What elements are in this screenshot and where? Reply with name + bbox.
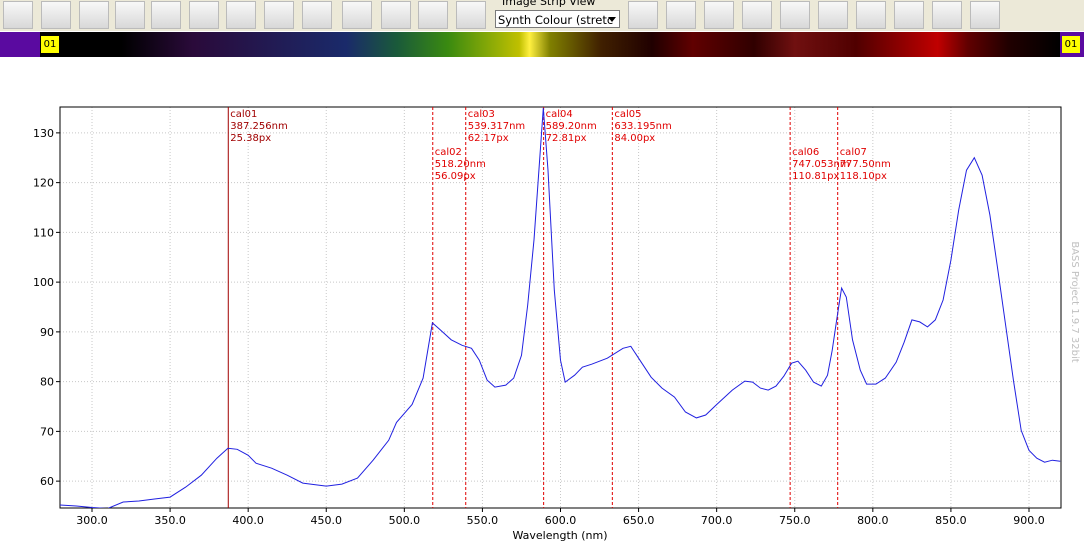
calibration-label: 747.053nm bbox=[792, 159, 849, 170]
colour-dropdown[interactable]: Synth Colour (stretc bbox=[495, 10, 620, 28]
calibration-label: 539.317nm bbox=[468, 121, 525, 132]
x-tick-label: 600.0 bbox=[545, 514, 577, 527]
tool-button[interactable] bbox=[818, 1, 848, 29]
tool-button[interactable] bbox=[932, 1, 962, 29]
x-tick-label: 350.0 bbox=[154, 514, 186, 527]
calibration-label: cal01 bbox=[230, 109, 257, 120]
strip-label: Image Strip View bbox=[502, 0, 596, 8]
x-axis-label: Wavelength (nm) bbox=[512, 529, 607, 542]
calibration-label: 72.81px bbox=[546, 133, 587, 144]
tool-button[interactable] bbox=[302, 1, 332, 29]
calibration-label: 589.20nm bbox=[546, 121, 597, 132]
y-tick-label: 100 bbox=[33, 276, 54, 289]
tool-button[interactable] bbox=[418, 1, 448, 29]
tool-button[interactable] bbox=[264, 1, 294, 29]
watermark: BASS Project 1.9.7 32bit bbox=[1069, 241, 1080, 362]
calibration-label: 56.09px bbox=[435, 171, 476, 182]
tool-button[interactable] bbox=[342, 1, 372, 29]
spectrum-line bbox=[60, 107, 1061, 508]
calibration-label: 633.195nm bbox=[614, 121, 671, 132]
calibration-label: cal06 bbox=[792, 147, 819, 158]
tool-button[interactable] bbox=[189, 1, 219, 29]
tool-button[interactable] bbox=[742, 1, 772, 29]
tool-button[interactable] bbox=[151, 1, 181, 29]
calibration-label: 62.17px bbox=[468, 133, 509, 144]
x-tick-label: 450.0 bbox=[311, 514, 343, 527]
calibration-label: 387.256nm bbox=[230, 121, 287, 132]
calibration-label: 25.38px bbox=[230, 133, 271, 144]
calibration-label: cal03 bbox=[468, 109, 495, 120]
tool-button[interactable] bbox=[115, 1, 145, 29]
x-tick-label: 750.0 bbox=[779, 514, 811, 527]
calibration-label: cal04 bbox=[546, 109, 573, 120]
spectrum-strip bbox=[40, 32, 1060, 57]
tool-button[interactable] bbox=[856, 1, 886, 29]
calibration-label: cal02 bbox=[435, 147, 462, 158]
calibration-label: cal07 bbox=[840, 147, 867, 158]
tool-button[interactable] bbox=[456, 1, 486, 29]
image-strip: 01 01 bbox=[0, 32, 1084, 57]
tool-button[interactable] bbox=[628, 1, 658, 29]
y-tick-label: 90 bbox=[40, 326, 54, 339]
calibration-label: 110.81px bbox=[792, 171, 839, 182]
tool-button[interactable] bbox=[226, 1, 256, 29]
x-tick-label: 500.0 bbox=[389, 514, 421, 527]
tool-button[interactable] bbox=[381, 1, 411, 29]
x-tick-label: 550.0 bbox=[467, 514, 499, 527]
tool-button[interactable] bbox=[79, 1, 109, 29]
tool-button[interactable] bbox=[970, 1, 1000, 29]
tool-button[interactable] bbox=[41, 1, 71, 29]
x-tick-label: 700.0 bbox=[701, 514, 733, 527]
calibration-label: 84.00px bbox=[614, 133, 655, 144]
calibration-label: cal05 bbox=[614, 109, 641, 120]
chart: BASS Project 1.9.7 32bit Wavelength (nm)… bbox=[33, 106, 1080, 542]
x-tick-label: 300.0 bbox=[76, 514, 108, 527]
toolbar: Image Strip View Synth Colour (stretc bbox=[0, 0, 1084, 31]
y-tick-label: 80 bbox=[40, 376, 54, 389]
plot-frame bbox=[59, 106, 1062, 509]
y-tick-label: 120 bbox=[33, 177, 54, 190]
x-tick-label: 400.0 bbox=[232, 514, 264, 527]
x-tick-label: 800.0 bbox=[857, 514, 889, 527]
calibration-label: 777.50nm bbox=[840, 159, 891, 170]
y-tick-label: 70 bbox=[40, 425, 54, 438]
tool-button[interactable] bbox=[704, 1, 734, 29]
x-tick-label: 850.0 bbox=[935, 514, 967, 527]
tool-button[interactable] bbox=[3, 1, 33, 29]
strip-left-label: 01 bbox=[41, 36, 59, 53]
tool-button[interactable] bbox=[894, 1, 924, 29]
tool-button[interactable] bbox=[780, 1, 810, 29]
calibration-label: 118.10px bbox=[840, 171, 887, 182]
y-tick-label: 60 bbox=[40, 475, 54, 488]
y-tick-label: 110 bbox=[33, 226, 54, 239]
x-tick-label: 900.0 bbox=[1013, 514, 1045, 527]
calibration-label: 518.20nm bbox=[435, 159, 486, 170]
strip-right-label: 01 bbox=[1062, 36, 1080, 53]
y-tick-label: 130 bbox=[33, 127, 54, 140]
x-tick-label: 650.0 bbox=[623, 514, 655, 527]
tool-button[interactable] bbox=[666, 1, 696, 29]
